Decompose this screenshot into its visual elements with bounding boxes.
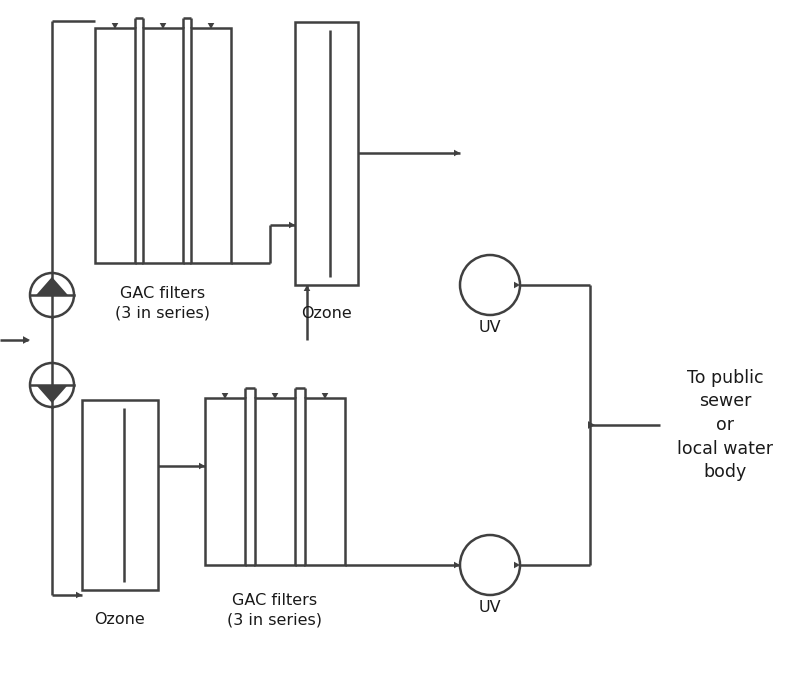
Polygon shape <box>454 562 460 569</box>
Bar <box>191 28 231 263</box>
Polygon shape <box>304 285 310 291</box>
Text: To public
sewer
or
local water
body: To public sewer or local water body <box>677 369 773 481</box>
Polygon shape <box>272 393 278 399</box>
Bar <box>255 398 295 565</box>
Text: UV: UV <box>479 600 501 615</box>
Bar <box>143 28 183 263</box>
Polygon shape <box>199 462 205 469</box>
Bar <box>295 22 358 285</box>
Polygon shape <box>23 336 30 344</box>
Bar <box>82 400 158 590</box>
Circle shape <box>30 273 74 317</box>
Polygon shape <box>222 393 228 399</box>
Polygon shape <box>514 282 520 288</box>
Polygon shape <box>36 385 68 403</box>
Text: GAC filters
(3 in series): GAC filters (3 in series) <box>227 593 323 627</box>
Polygon shape <box>454 150 460 156</box>
Polygon shape <box>76 592 82 598</box>
Circle shape <box>460 535 520 595</box>
Polygon shape <box>159 23 167 29</box>
Polygon shape <box>36 277 68 295</box>
Bar <box>205 398 245 565</box>
Polygon shape <box>208 23 214 29</box>
Text: GAC filters
(3 in series): GAC filters (3 in series) <box>116 286 210 321</box>
Polygon shape <box>514 562 520 569</box>
Polygon shape <box>112 23 118 29</box>
Polygon shape <box>322 393 328 399</box>
Polygon shape <box>588 421 595 429</box>
Bar <box>95 28 135 263</box>
Polygon shape <box>289 222 295 228</box>
Text: Ozone: Ozone <box>301 306 351 321</box>
Bar <box>305 398 345 565</box>
Text: Ozone: Ozone <box>95 612 145 627</box>
Text: UV: UV <box>479 320 501 335</box>
Circle shape <box>30 363 74 407</box>
Circle shape <box>460 255 520 315</box>
